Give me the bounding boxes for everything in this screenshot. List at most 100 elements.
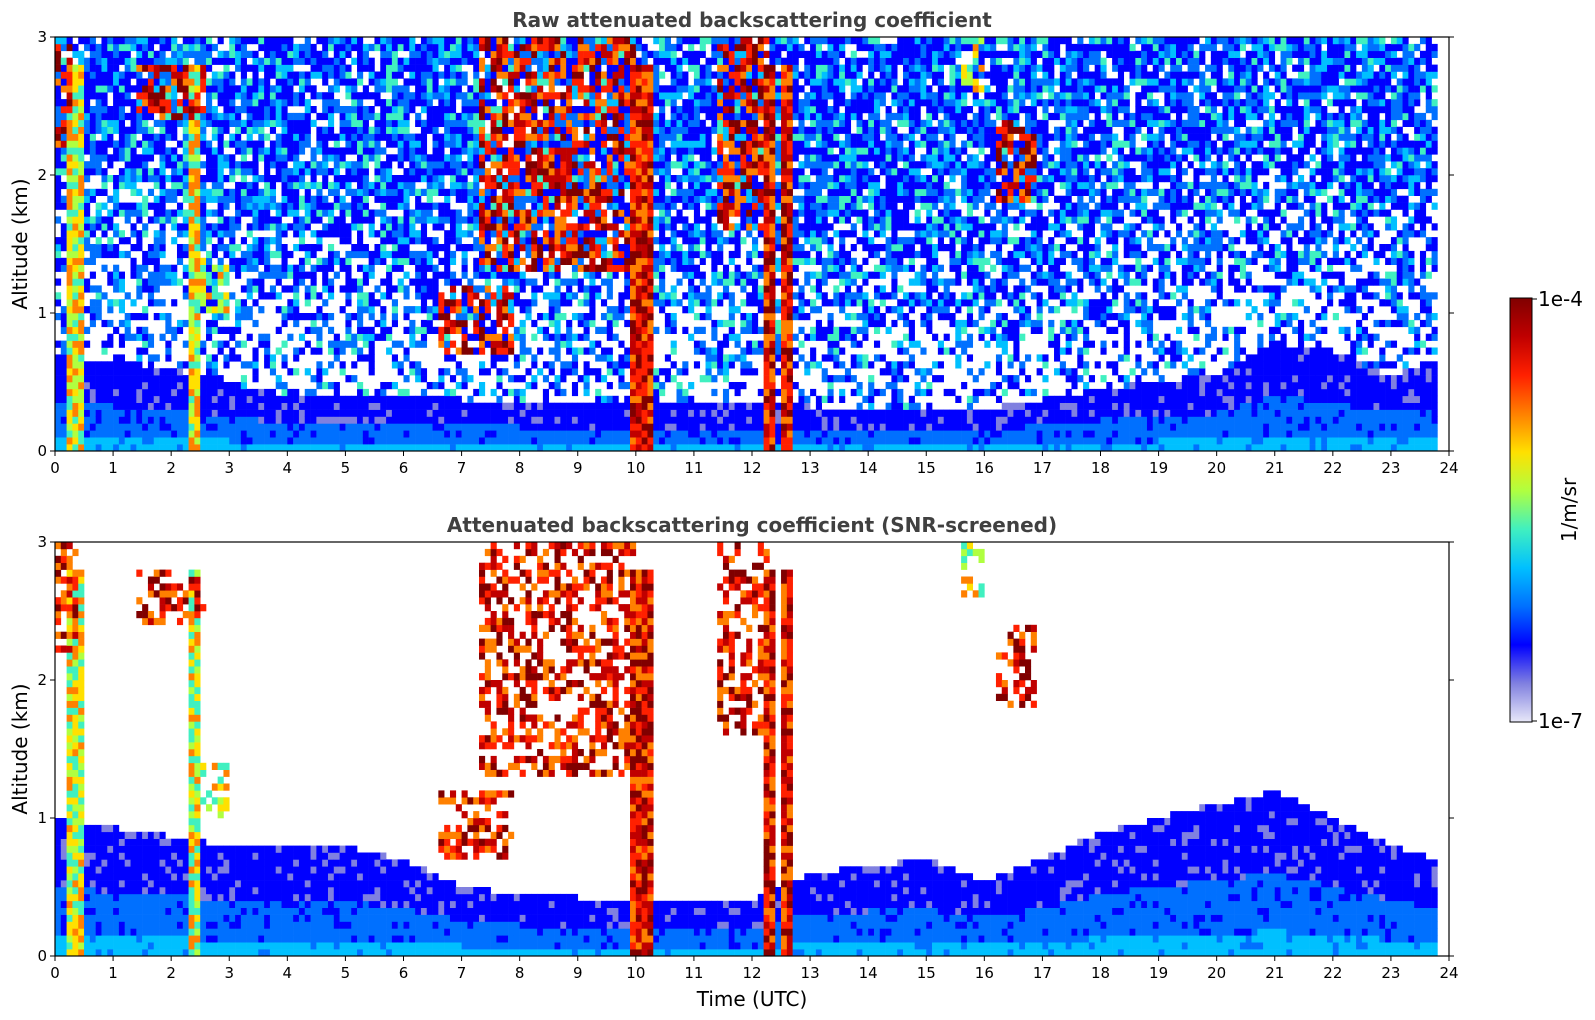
heatmap-cell xyxy=(327,37,335,45)
heatmap-cell xyxy=(403,223,410,231)
heatmap-cell xyxy=(403,416,410,424)
heatmap-cell xyxy=(537,285,544,293)
heatmap-cell xyxy=(217,237,224,245)
heatmap-cell xyxy=(275,57,282,65)
heatmap-cell xyxy=(479,257,486,265)
heatmap-cell xyxy=(467,161,474,169)
heatmap-cell xyxy=(339,202,346,210)
heatmap-cell xyxy=(513,195,520,203)
heatmap-cell xyxy=(525,306,532,314)
heatmap-cell xyxy=(171,85,178,93)
heatmap-cell xyxy=(641,147,648,155)
heatmap-cell xyxy=(566,92,573,100)
heatmap-cell xyxy=(322,112,329,121)
heatmap-cell xyxy=(391,99,398,107)
heatmap-cell xyxy=(66,78,73,86)
heatmap-cell xyxy=(240,237,247,245)
heatmap-cell xyxy=(252,161,259,169)
heatmap-cell xyxy=(153,382,160,390)
heatmap-cell xyxy=(624,50,631,58)
heatmap-cell xyxy=(618,382,625,390)
heatmap-cell xyxy=(362,43,369,52)
heatmap-cell xyxy=(246,181,253,190)
heatmap-cell xyxy=(577,147,584,155)
heatmap-cell xyxy=(316,237,323,245)
heatmap-cell xyxy=(531,43,538,52)
heatmap-cell xyxy=(508,264,515,272)
heatmap-cell xyxy=(502,333,509,341)
heatmap-cell xyxy=(415,430,422,438)
heatmap-cell xyxy=(188,188,195,196)
heatmap-cell xyxy=(89,188,96,196)
heatmap-cell xyxy=(653,112,660,121)
heatmap-cell xyxy=(513,64,520,72)
heatmap-cell xyxy=(560,333,567,341)
heatmap-cell xyxy=(130,57,137,65)
heatmap-cell xyxy=(461,119,468,127)
heatmap-cell xyxy=(252,112,259,121)
heatmap-cell xyxy=(345,78,352,86)
heatmap-cell xyxy=(496,423,503,431)
heatmap-cell xyxy=(531,37,538,45)
heatmap-cell xyxy=(403,140,410,148)
heatmap-cell xyxy=(84,216,91,224)
heatmap-cell xyxy=(206,237,213,245)
heatmap-cell xyxy=(72,99,79,107)
heatmap-cell xyxy=(415,402,422,410)
heatmap-cell xyxy=(647,271,654,279)
heatmap-cell xyxy=(560,402,567,410)
heatmap-cell xyxy=(95,292,102,300)
heatmap-cell xyxy=(252,257,259,265)
heatmap-cell xyxy=(136,140,143,148)
heatmap-cell xyxy=(531,71,538,79)
heatmap-cell xyxy=(78,264,85,272)
heatmap-cell xyxy=(153,147,160,155)
heatmap-cell xyxy=(362,333,369,341)
heatmap-cell xyxy=(188,430,195,438)
heatmap-cell xyxy=(327,409,335,417)
heatmap-cell xyxy=(595,375,602,383)
heatmap-cell xyxy=(432,78,439,86)
heatmap-cell xyxy=(147,361,155,369)
heatmap-cell xyxy=(537,140,544,148)
heatmap-cell xyxy=(484,430,491,438)
heatmap-cell xyxy=(322,175,329,183)
heatmap-cell xyxy=(252,223,259,231)
heatmap-cell xyxy=(548,181,555,190)
heatmap-cell xyxy=(542,202,550,210)
heatmap-cell xyxy=(188,416,195,424)
heatmap-cell xyxy=(537,313,544,321)
heatmap-cell xyxy=(176,99,184,107)
heatmap-cell xyxy=(397,181,404,190)
heatmap-cell xyxy=(327,126,335,134)
heatmap-cell xyxy=(415,168,422,176)
heatmap-cell xyxy=(78,395,85,403)
heatmap-cell xyxy=(206,416,213,424)
heatmap-cell xyxy=(525,444,532,451)
heatmap-cell xyxy=(577,202,584,210)
heatmap-cell xyxy=(467,140,474,148)
heatmap-cell xyxy=(508,223,515,231)
heatmap-cell xyxy=(188,119,195,127)
heatmap-cell xyxy=(66,43,73,52)
heatmap-cell xyxy=(206,306,213,314)
heatmap-cell xyxy=(432,237,439,245)
heatmap-cell xyxy=(659,181,666,190)
heatmap-cell xyxy=(171,395,178,403)
heatmap-cell xyxy=(101,99,108,107)
heatmap-cell xyxy=(583,133,590,141)
heatmap-cell xyxy=(130,388,137,397)
heatmap-cell xyxy=(571,278,579,286)
heatmap-cell xyxy=(508,430,515,438)
heatmap-cell xyxy=(484,409,491,417)
heatmap-cell xyxy=(351,99,358,107)
heatmap-cell xyxy=(630,319,637,328)
heatmap-cell xyxy=(165,354,172,362)
heatmap-cell xyxy=(240,78,247,86)
heatmap-cell xyxy=(583,209,590,217)
heatmap-cell xyxy=(473,223,480,231)
heatmap-cell xyxy=(130,395,137,403)
heatmap-cell xyxy=(182,244,189,252)
heatmap-cell xyxy=(345,175,352,183)
heatmap-cell xyxy=(595,209,602,217)
